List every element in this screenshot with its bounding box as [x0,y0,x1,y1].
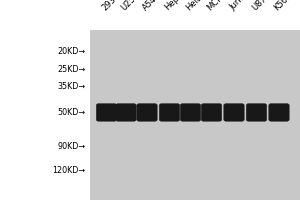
FancyBboxPatch shape [201,104,222,121]
Text: MCF-7: MCF-7 [205,0,230,12]
FancyBboxPatch shape [269,104,289,121]
Text: 35KD→: 35KD→ [57,82,86,91]
Text: 25KD→: 25KD→ [57,65,86,74]
FancyBboxPatch shape [180,104,201,121]
Text: U87: U87 [250,0,268,12]
Text: 293T: 293T [100,0,121,12]
Text: A549: A549 [141,0,162,12]
FancyBboxPatch shape [116,104,136,121]
Text: Jurkat: Jurkat [228,0,251,12]
FancyBboxPatch shape [96,104,117,121]
Bar [90,30,300,200]
FancyBboxPatch shape [137,104,157,121]
FancyBboxPatch shape [246,104,267,121]
Text: 50KD→: 50KD→ [57,108,86,117]
Text: 20KD→: 20KD→ [57,47,86,56]
Text: 120KD→: 120KD→ [52,166,86,175]
FancyBboxPatch shape [159,104,180,121]
Text: HepG2: HepG2 [163,0,190,12]
Text: 90KD→: 90KD→ [57,142,86,151]
Text: U251: U251 [120,0,142,12]
Text: K562: K562 [273,0,294,12]
FancyBboxPatch shape [224,104,244,121]
Text: Hela: Hela [184,0,204,12]
